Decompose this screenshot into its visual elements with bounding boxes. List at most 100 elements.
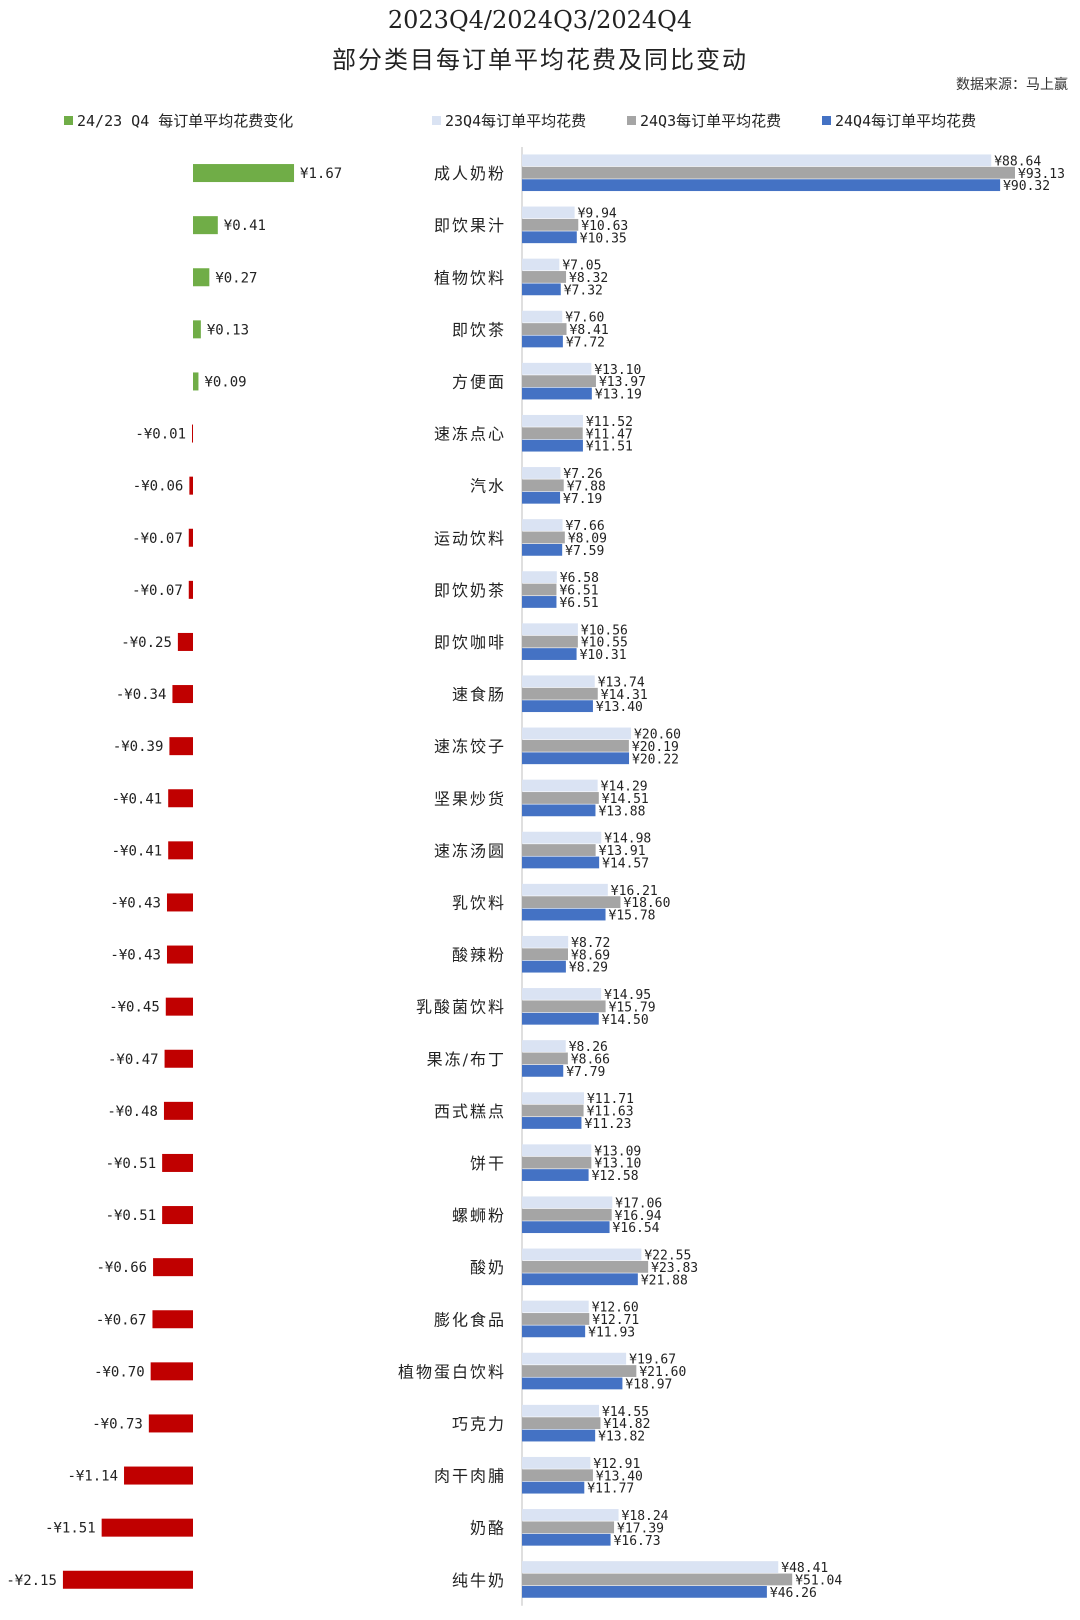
legend-swatch-23q4 [432,116,441,125]
series-value-label: ¥13.91 [599,844,646,859]
series-bar-23q4 [522,571,557,584]
change-label: -¥0.51 [106,1208,157,1224]
change-bar [177,632,193,651]
category-label: 即饮咖啡 [434,633,506,652]
series-value-label: ¥12.91 [593,1457,640,1472]
series-value-label: ¥12.58 [592,1169,639,1184]
series-bar-24q3 [522,1208,612,1221]
category-label: 巧克力 [452,1414,506,1433]
series-bar-24q3 [522,323,567,335]
series-value-label: ¥21.60 [639,1365,686,1380]
series-bar-24q4 [522,1533,611,1546]
series-bar-23q4 [522,519,563,531]
series-bar-24q3 [522,1052,568,1065]
change-bar [148,1414,193,1433]
series-value-label: ¥93.13 [1018,167,1065,182]
series-bar-23q4 [522,1144,592,1157]
chart-subtitle: 部分类目每订单平均花费及同比变动 [332,46,748,74]
series-value-label: ¥18.97 [625,1377,672,1392]
category-label: 西式糕点 [434,1102,506,1121]
series-value-label: ¥19.67 [629,1353,676,1368]
legend-item-24q3: 24Q3每订单平均花费 [627,110,781,131]
category-label: 植物蛋白饮料 [398,1362,506,1381]
series-value-label: ¥23.83 [651,1261,698,1276]
category-label: 即饮果汁 [434,216,506,235]
series-bar-24q4 [522,1012,599,1025]
series-value-label: ¥10.63 [581,219,628,234]
series-value-label: ¥16.94 [615,1209,662,1224]
series-bar-24q3 [522,1313,590,1325]
change-label: -¥0.67 [96,1312,147,1328]
change-label: -¥0.25 [121,635,172,651]
change-bar [193,164,295,183]
series-bar-24q3 [522,948,569,961]
series-value-label: ¥7.60 [565,311,604,326]
series-value-label: ¥46.26 [770,1586,817,1601]
series-value-label: ¥7.32 [564,283,603,298]
change-label: -¥0.70 [94,1364,145,1380]
change-label: -¥0.07 [132,531,183,547]
change-bar [124,1466,193,1485]
series-value-label: ¥18.60 [623,896,670,911]
series-value-label: ¥9.94 [578,206,617,221]
series-value-label: ¥90.32 [1003,179,1050,194]
change-bar [193,372,199,391]
series-value-label: ¥10.55 [581,636,628,651]
change-label: -¥0.34 [116,687,167,703]
change-label: -¥0.43 [110,948,161,964]
series-bar-23q4 [522,258,560,271]
series-bar-23q4 [522,727,632,740]
series-value-label: ¥7.72 [566,335,605,350]
series-bar-24q3 [522,1156,592,1169]
series-value-label: ¥11.63 [587,1105,634,1120]
category-label: 汽水 [470,477,506,496]
category-label: 螺蛳粉 [452,1206,506,1225]
series-value-label: ¥20.60 [634,727,681,742]
series-bar-24q3 [522,1417,601,1430]
category-label: 酸辣粉 [452,946,506,965]
series-value-label: ¥7.79 [566,1065,605,1080]
series-bar-24q3 [522,583,557,596]
category-label: 运动饮料 [434,529,506,548]
series-value-label: ¥13.10 [594,1157,641,1172]
change-bar [193,320,201,339]
series-bar-23q4 [522,988,602,1000]
category-label: 方便面 [452,372,506,391]
series-value-label: ¥13.40 [596,700,643,715]
series-bar-24q4 [522,283,561,296]
series-bar-23q4 [522,1300,589,1313]
change-bar [165,997,193,1016]
series-bar-24q4 [522,960,566,973]
change-bar [193,216,218,235]
category-label: 饼干 [470,1154,506,1173]
series-value-label: ¥7.88 [567,479,606,494]
series-value-label: ¥8.66 [571,1052,610,1067]
series-bar-24q4 [522,543,563,556]
change-label: ¥0.27 [215,270,257,286]
change-bar [101,1518,193,1537]
change-label: -¥0.51 [106,1156,157,1172]
category-label: 奶酪 [470,1519,506,1538]
series-value-label: ¥21.88 [641,1273,688,1288]
legend-item-23q4: 23Q4每订单平均花费 [432,110,586,131]
series-bar-24q4 [522,387,592,400]
series-bar-24q4 [522,491,561,504]
series-value-label: ¥13.82 [598,1430,645,1445]
change-bar [188,528,193,547]
series-bar-24q3 [522,1000,606,1013]
category-label: 果冻/布丁 [427,1050,506,1069]
series-value-label: ¥7.19 [563,492,602,507]
change-label: ¥0.13 [207,322,249,338]
series-bar-24q3 [522,792,599,804]
series-value-label: ¥10.56 [581,623,628,638]
series-value-label: ¥16.73 [614,1534,661,1549]
series-bar-23q4 [522,1092,584,1105]
series-bar-24q4 [522,908,606,921]
series-value-label: ¥15.78 [609,909,656,924]
series-bar-23q4 [522,1040,566,1052]
category-label: 成人奶粉 [434,164,506,183]
series-bar-23q4 [522,623,578,636]
change-label: -¥0.07 [132,583,183,599]
series-value-label: ¥11.47 [586,427,633,442]
